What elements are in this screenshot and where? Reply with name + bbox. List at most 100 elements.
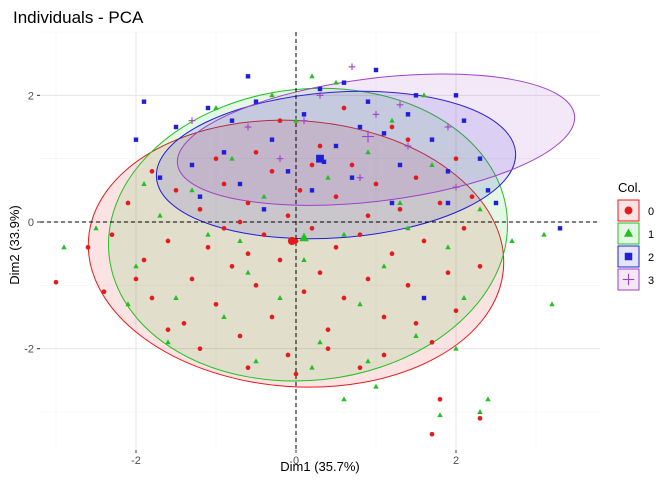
data-point-0: [437, 396, 443, 402]
data-point-0: [309, 225, 315, 231]
data-point-2: [197, 194, 203, 199]
data-point-1: [301, 257, 307, 262]
data-point-0: [125, 200, 131, 206]
data-point-1: [341, 231, 347, 237]
data-point-1: [357, 301, 363, 307]
data-point-0: [245, 365, 251, 371]
data-point-0: [381, 352, 387, 358]
data-point-0: [261, 232, 267, 238]
legend-item-0: 0: [617, 199, 654, 222]
x-tick-label: 2: [453, 455, 459, 467]
data-point-1: [373, 383, 379, 389]
data-point-0: [333, 194, 339, 200]
data-point-3: [404, 142, 412, 150]
data-point-3: [452, 183, 460, 191]
data-point-2: [405, 112, 411, 117]
data-point-2: [261, 207, 267, 212]
mean-layer: [287, 130, 374, 246]
data-point-2: [445, 169, 451, 174]
data-point-3: [372, 110, 380, 118]
data-point-1: [365, 149, 371, 155]
data-point-0: [149, 295, 155, 301]
data-point-0: [461, 225, 467, 231]
data-point-2: [381, 131, 387, 136]
data-point-0: [165, 327, 171, 333]
x-axis-label: Dim1 (35.7%): [280, 459, 359, 474]
data-point-1: [445, 244, 451, 250]
data-point-1: [293, 117, 299, 123]
data-point-0: [221, 225, 227, 231]
data-point-1: [365, 358, 371, 364]
data-point-2: [245, 74, 251, 79]
tick-layer: -2 0 2 -2 0 2: [24, 90, 459, 467]
data-point-0: [317, 143, 323, 149]
y-tick-label: -2: [24, 344, 34, 356]
data-point-1: [237, 238, 243, 243]
legend-item-3: 3: [617, 268, 654, 291]
data-point-1: [269, 92, 275, 98]
data-point-0: [373, 181, 379, 187]
data-point-3: [244, 123, 252, 131]
legend-title: Col.: [618, 180, 641, 195]
data-point-0: [397, 206, 403, 212]
data-point-0: [469, 194, 475, 200]
data-point-0: [269, 314, 275, 320]
data-point-1: [173, 295, 179, 300]
data-point-2: [421, 295, 427, 301]
zero-lines: [40, 32, 600, 450]
data-point-2: [333, 143, 339, 149]
data-point-0: [413, 175, 419, 181]
data-point-0: [453, 308, 459, 314]
data-point-0: [197, 206, 203, 212]
data-point-2: [205, 105, 211, 111]
group-mean-2: [316, 154, 324, 163]
data-point-0: [381, 314, 387, 320]
data-point-1: [477, 409, 483, 414]
data-point-1: [229, 155, 235, 161]
y-tick-label: 0: [28, 217, 34, 229]
legend-label-1: 1: [648, 229, 654, 241]
data-point-0: [109, 232, 115, 238]
data-point-0: [365, 276, 371, 282]
data-point-2: [237, 181, 243, 187]
data-point-2: [557, 226, 563, 231]
data-point-0: [437, 200, 443, 206]
data-point-1: [125, 301, 131, 307]
data-point-3: [316, 91, 324, 99]
data-point-1: [165, 339, 171, 345]
data-point-1: [205, 231, 211, 237]
legend-label-0: 0: [648, 206, 654, 218]
x-tick-label: 0: [293, 455, 299, 467]
data-point-0: [365, 213, 371, 219]
data-point-0: [325, 346, 331, 352]
data-point-2: [341, 80, 347, 85]
data-point-1: [317, 339, 323, 345]
data-point-1: [389, 117, 395, 123]
data-point-0: [429, 339, 435, 345]
data-point-0: [333, 244, 339, 250]
data-point-1: [213, 105, 219, 110]
data-point-2: [269, 137, 275, 142]
data-point-0: [181, 320, 187, 326]
legend-symbol-1: [623, 228, 634, 237]
data-point-2: [253, 99, 259, 104]
data-point-2: [301, 112, 307, 117]
ellipse-layer: [87, 73, 576, 388]
group-mean-1: [299, 232, 309, 242]
data-point-0: [357, 232, 363, 238]
data-point-1: [157, 212, 163, 218]
data-point-1: [397, 200, 403, 205]
data-point-1: [61, 244, 67, 250]
data-point-1: [421, 92, 427, 98]
data-point-0: [165, 238, 171, 244]
data-point-2: [453, 93, 459, 98]
data-point-0: [293, 371, 299, 377]
x-tick-label: -2: [131, 455, 141, 467]
data-point-2: [397, 162, 403, 168]
data-point-2: [173, 124, 179, 130]
y-axis-label: Dim2 (33.9%): [7, 205, 22, 284]
data-point-1: [277, 295, 283, 300]
data-point-1: [245, 269, 251, 275]
data-point-0: [229, 263, 235, 269]
